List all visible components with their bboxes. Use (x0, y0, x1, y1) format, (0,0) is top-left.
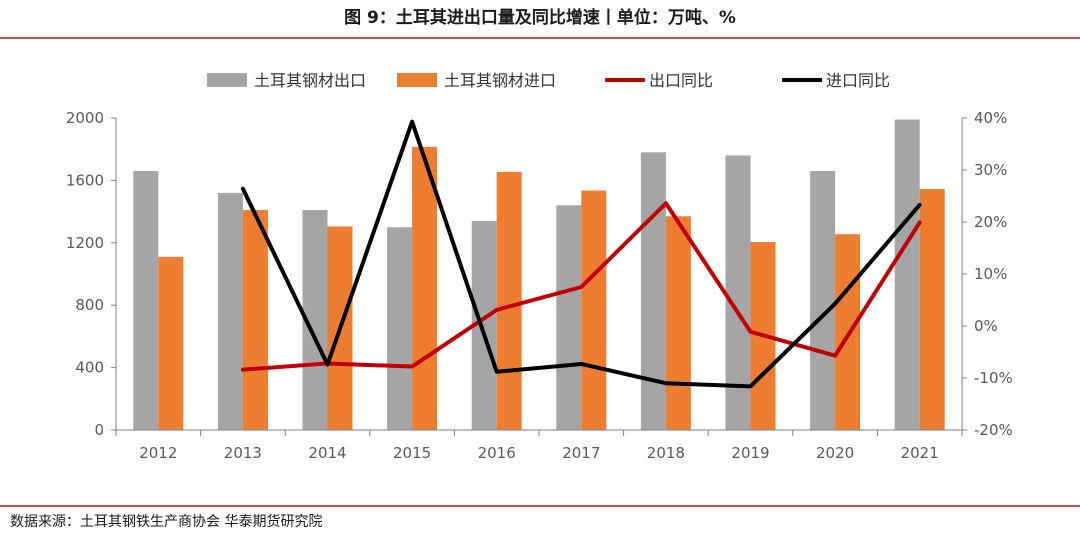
export-bar-2021 (894, 119, 920, 430)
import-bar-2012 (158, 256, 184, 430)
legend-swatch-export (207, 73, 247, 87)
export-bar-2015 (387, 227, 413, 430)
left-tick-label: 0 (94, 421, 104, 439)
left-tick-label: 1200 (66, 234, 104, 252)
legend-label: 土耳其钢材出口 (254, 71, 366, 90)
x-tick-label: 2012 (139, 444, 177, 462)
x-tick-label: 2014 (308, 444, 346, 462)
top-rule (0, 37, 1080, 39)
import-bar-2021 (919, 188, 945, 430)
legend-label: 土耳其钢材进口 (444, 71, 556, 90)
source-note: 数据来源：土耳其钢铁生产商协会 华泰期货研究院 (10, 514, 323, 530)
import-bar-2015 (412, 146, 438, 431)
right-tick-label: -20% (974, 421, 1013, 439)
bottom-rule (0, 505, 1080, 507)
left-tick-label: 800 (75, 296, 104, 314)
import-bar-2020 (835, 234, 861, 430)
x-tick-label: 2015 (393, 444, 431, 462)
x-tick-label: 2020 (816, 444, 854, 462)
x-tick-label: 2013 (224, 444, 262, 462)
bar-group (133, 119, 945, 431)
axes: 0 400 800 1200 1600 2000 -20% -10% 0% 10% 20% 30% 40… (66, 109, 1013, 462)
right-tick-label: 40% (974, 109, 1007, 127)
right-tick-label: 0% (974, 317, 998, 335)
export-bar-2017 (556, 205, 582, 430)
x-tick-label: 2021 (901, 444, 939, 462)
export-bar-2012 (133, 171, 159, 431)
legend: 土耳其钢材出口 土耳其钢材进口 出口同比 进口同比 (207, 71, 890, 90)
left-tick-label: 1600 (66, 171, 104, 189)
legend-label: 进口同比 (826, 71, 890, 90)
line-group (240, 119, 922, 389)
legend-swatch-import (397, 73, 437, 87)
x-tick-label: 2016 (478, 444, 516, 462)
right-tick-label: 30% (974, 161, 1007, 179)
export-bar-2018 (640, 152, 666, 430)
export-bar-2020 (810, 171, 836, 431)
figure-title: 图 9：土耳其进出口量及同比增速丨单位：万吨、% (344, 8, 736, 28)
x-tick-label: 2017 (562, 444, 600, 462)
x-tick-label: 2018 (647, 444, 685, 462)
right-tick-label: 10% (974, 265, 1007, 283)
import-yoy-line (240, 119, 922, 389)
import-bar-2016 (496, 171, 522, 430)
export-yoy-line (240, 201, 922, 372)
legend-label: 出口同比 (649, 71, 713, 90)
right-tick-label: 20% (974, 213, 1007, 231)
import-bar-2017 (581, 190, 607, 430)
export-bar-2013 (217, 192, 243, 430)
export-bar-2019 (725, 155, 751, 430)
import-bar-2018 (665, 216, 691, 430)
left-tick-label: 400 (75, 359, 104, 377)
right-tick-label: -10% (974, 369, 1013, 387)
import-bar-2013 (242, 210, 268, 430)
left-tick-label: 2000 (66, 109, 104, 127)
x-tick-label: 2019 (731, 444, 769, 462)
